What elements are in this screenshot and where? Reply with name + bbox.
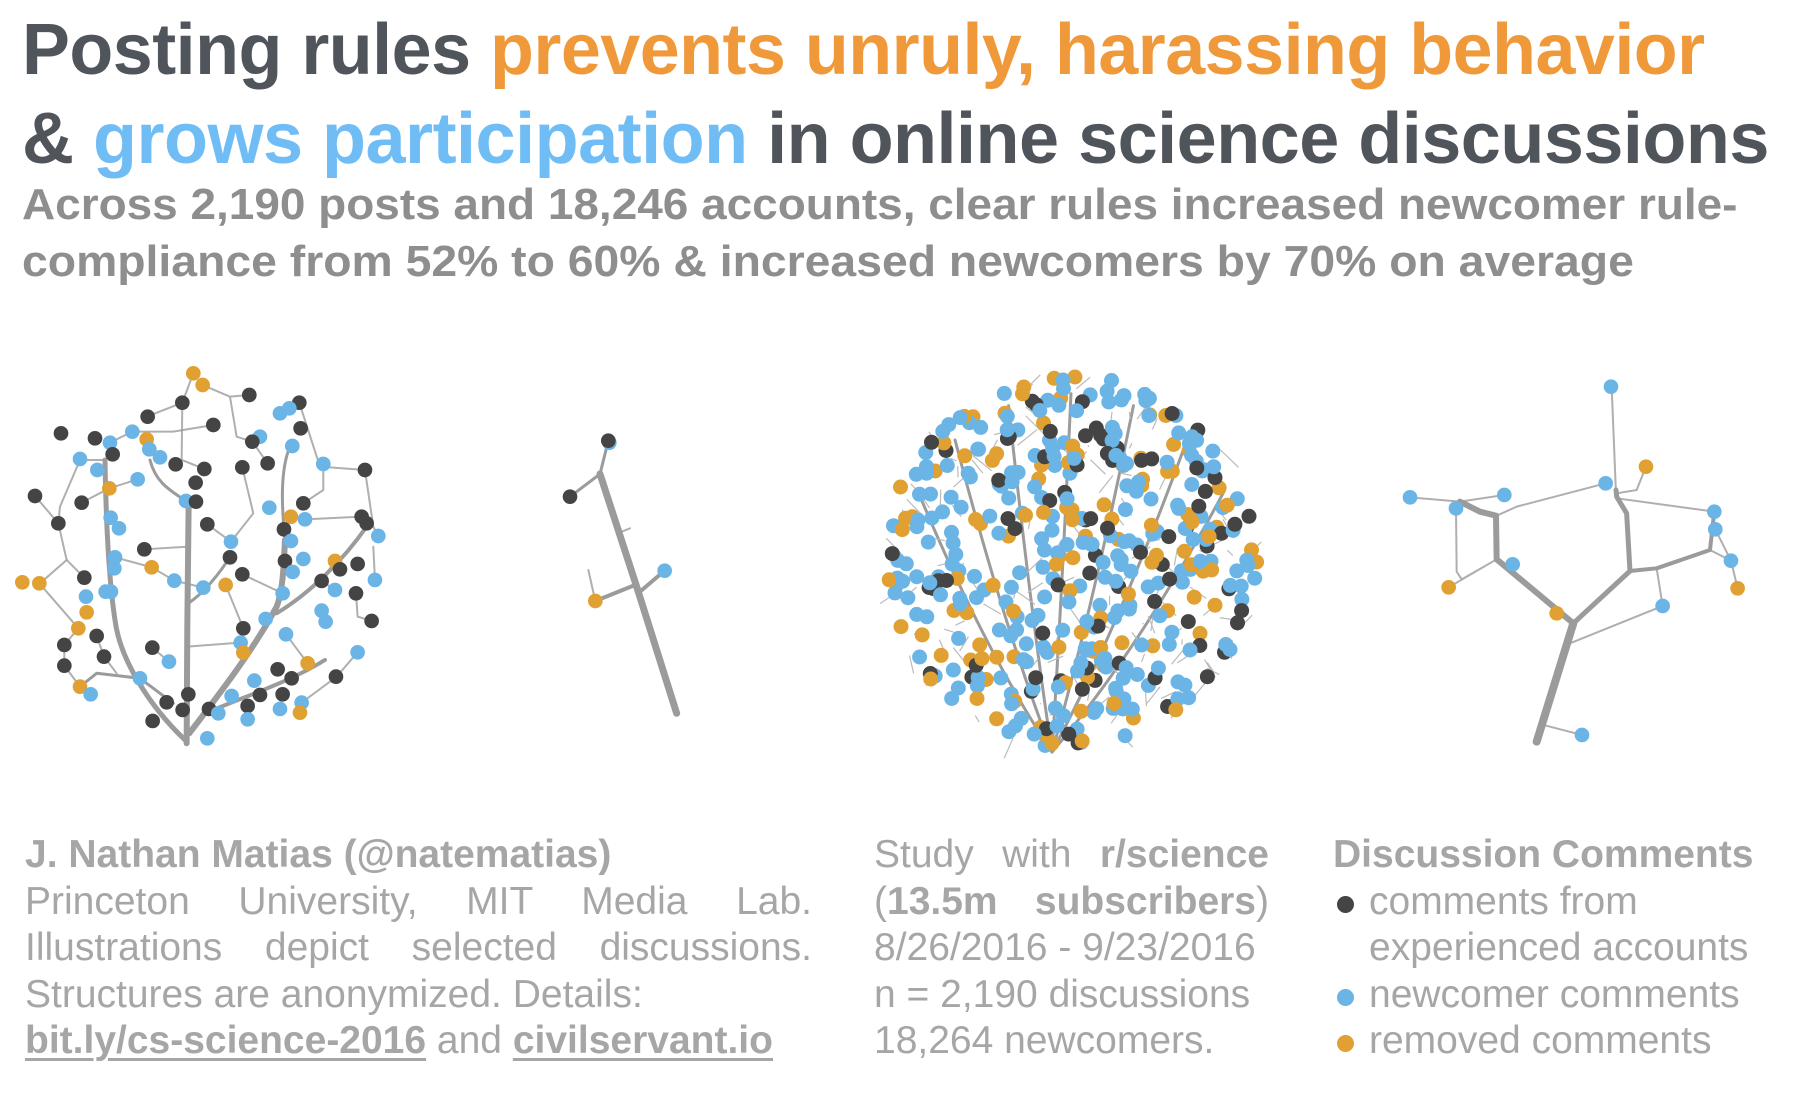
discussion-tree-1 [14, 365, 386, 747]
experienced-dot-icon [1337, 895, 1354, 913]
removed-dot-icon [1337, 1035, 1354, 1052]
link-civilservant[interactable]: civilservant.io [512, 1019, 773, 1062]
discussion-illustrations [14, 365, 1745, 759]
headline-line-2: & grows participation in online science … [22, 103, 1769, 175]
study-line-2: (13.5m subscribers) [874, 879, 1269, 926]
discussion-tree-2 [562, 433, 681, 717]
credits-block: J. Nathan Matias (@natematias) Princeton… [25, 832, 812, 1065]
subreddit-name: r/science [1099, 833, 1269, 876]
legend-label-cont: experienced accounts [1369, 926, 1749, 969]
headline-highlight-blue: grows participation [93, 99, 748, 179]
study-with-text: Study with [874, 833, 1100, 876]
open-paren: ( [874, 879, 887, 923]
legend-item-newcomer: newcomer comments [1333, 972, 1803, 1019]
author-name: J. Nathan Matias (@natematias) [25, 833, 612, 876]
study-block: Study with r/science (13.5m subscribers)… [874, 832, 1269, 1065]
discussion-tree-3 [879, 369, 1265, 759]
study-n: n = 2,190 discussions [874, 972, 1251, 1016]
subscriber-count: 13.5m subscribers [887, 879, 1256, 923]
discussion-tree-4 [1402, 379, 1745, 746]
illustration-note: Illustrations depict selected discussion… [25, 926, 812, 969]
legend-title: Discussion Comments [1333, 833, 1754, 876]
headline-highlight-orange: prevents unruly, harassing behavior [489, 10, 1705, 90]
details-links: bit.ly/cs-science-2016 and civilservant.… [25, 1018, 812, 1065]
and-text: and [426, 1019, 513, 1062]
newcomer-dot-icon [1337, 988, 1354, 1006]
legend-label: removed comments [1369, 1019, 1712, 1062]
study-dates: 8/26/2016 - 9/23/2016 [874, 926, 1256, 969]
subtitle-line-2: compliance from 52% to 60% & increased n… [22, 237, 1634, 286]
anonymized-note: Structures are anonymized. Details: [25, 972, 643, 1016]
close-paren: ) [1256, 879, 1269, 923]
affiliation: Princeton University, MIT Media Lab. [25, 879, 812, 923]
study-line-1: Study with r/science [874, 832, 1269, 879]
legend-label: comments from [1369, 879, 1638, 923]
legend-item-experienced: comments from experienced accounts [1333, 879, 1803, 972]
headline-suffix: in online science discussions [747, 99, 1769, 179]
legend-label: newcomer comments [1369, 972, 1740, 1016]
legend: Discussion Comments comments from experi… [1333, 832, 1803, 1065]
study-newcomers: 18,264 newcomers. [874, 1019, 1215, 1062]
headline-line-1: Posting rules prevents unruly, harassing… [22, 14, 1705, 86]
legend-item-removed: removed comments [1333, 1018, 1803, 1065]
headline-ampersand: & [22, 99, 93, 179]
link-bitly[interactable]: bit.ly/cs-science-2016 [25, 1019, 427, 1062]
headline-prefix: Posting rules [22, 10, 490, 90]
subtitle-line-1: Across 2,190 posts and 18,246 accounts, … [22, 180, 1738, 229]
